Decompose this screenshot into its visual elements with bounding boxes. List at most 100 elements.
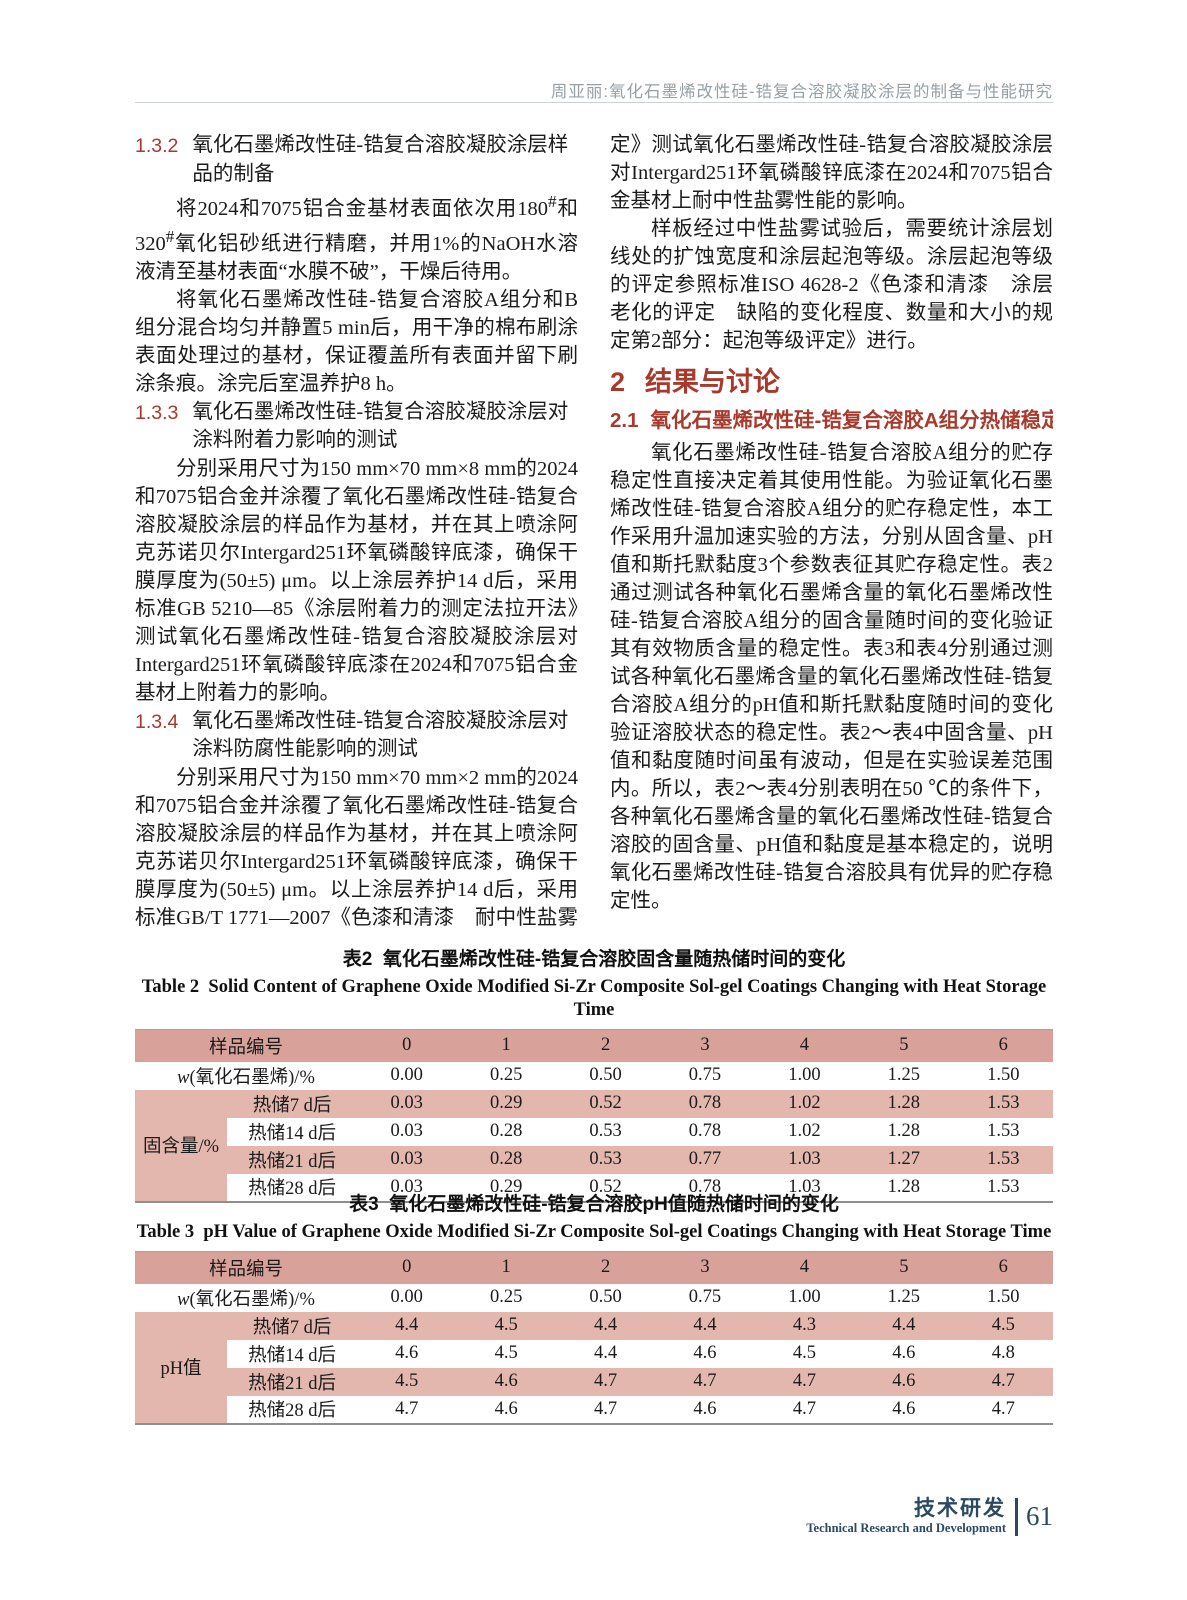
sample-number-label: 样品编号 [209, 1259, 284, 1280]
section-number: 2.1 [610, 409, 639, 432]
table-row: w(氧化石墨烯)/% 0.00 0.25 0.50 0.75 1.00 1.25 1.50 [135, 1283, 1053, 1312]
group-label: pH值 [135, 1311, 227, 1424]
storage-time-label: 热储14 d后 [248, 1123, 336, 1144]
go-content-value: 0.00 [390, 1065, 423, 1085]
sample-number-value: 1 [501, 1257, 511, 1278]
data-value: 4.4 [594, 1315, 618, 1335]
go-content-label: w(氧化石墨烯)/% [177, 1289, 315, 1310]
table-row: 热储14 d后 4.6 4.5 4.4 4.6 4.5 4.6 4.8 [135, 1339, 1053, 1368]
section-title: 氧化石墨烯改性硅-锆复合溶胶凝胶涂层对涂料防腐性能影响的测试 [192, 709, 569, 761]
section-number: 1.3.4 [135, 710, 179, 733]
data-value: 4.7 [594, 1371, 618, 1391]
data-value: 4.3 [792, 1315, 816, 1335]
sample-number-value: 4 [799, 1257, 810, 1278]
table-row: 热储28 d后 4.7 4.6 4.7 4.6 4.7 4.6 4.7 [135, 1395, 1053, 1424]
sample-number-value: 0 [402, 1257, 412, 1278]
paragraph: 分别采用尺寸为150 mm×70 mm×2 mm的2024和7075铝合金并涂覆… [135, 766, 578, 929]
data-value: 1.53 [987, 1121, 1020, 1141]
table-header-row: 样品编号 0 1 2 3 4 5 6 [135, 1029, 1053, 1062]
footer-divider [1015, 1497, 1018, 1536]
data-value: 4.6 [892, 1343, 916, 1363]
paragraph: 将2024和7075铝合金基材表面依次用180#和320#氧化铝砂纸进行精磨，并… [135, 192, 578, 283]
data-value: 4.4 [594, 1343, 618, 1363]
storage-time-label: 热储28 d后 [248, 1401, 336, 1421]
data-value: 1.03 [788, 1149, 821, 1169]
table-row: pH值 热储7 d后 4.4 4.5 4.4 4.4 4.3 4.4 4.5 [135, 1311, 1053, 1424]
section-title: 氧化石墨烯改性硅-锆复合溶胶凝胶涂层样品的制备 [192, 134, 569, 185]
data-value: 4.7 [991, 1398, 1015, 1419]
data-value: 4.6 [892, 1398, 916, 1419]
page-number: 61 [1026, 1501, 1053, 1531]
paragraph: 氧化石墨烯改性硅-锆复合溶胶A组分的贮存稳定性直接决定着其使用性能。为验证氧化石… [610, 442, 1053, 912]
sample-number-value: 3 [700, 1257, 710, 1278]
table-row: 热储21 d后 0.03 0.28 0.53 0.77 1.03 1.27 1.53 [135, 1145, 1053, 1174]
data-value: 0.03 [390, 1121, 423, 1141]
data-value: 0.52 [589, 1093, 622, 1113]
table-row: 热储28 d后 0.03 0.29 0.52 0.78 1.03 1.28 1.53 [135, 1173, 1053, 1202]
data-value: 1.53 [987, 1093, 1020, 1113]
go-content-value: 1.00 [788, 1065, 821, 1085]
data-value: 0.28 [489, 1149, 523, 1169]
go-content-value: 0.25 [489, 1065, 523, 1085]
page-footer: 技术研发 Technical Research and Development … [135, 1497, 1053, 1536]
data-value: 4.6 [892, 1371, 916, 1391]
data-value: 4.6 [693, 1343, 717, 1363]
data-value: 4.4 [395, 1315, 419, 1335]
data-value: 1.02 [788, 1121, 821, 1141]
data-value: 4.7 [693, 1371, 717, 1391]
go-content-value: 0.25 [489, 1287, 523, 1307]
go-content-value: 1.25 [887, 1065, 921, 1085]
data-value: 0.29 [489, 1093, 523, 1113]
right-column: 定》测试氧化石墨烯改性硅-锆复合溶胶凝胶涂层对Intergard251环氧磷酸锌… [610, 131, 1053, 931]
section-heading-21: 2.1 氧化石墨烯改性硅-锆复合溶胶A组分热储稳定性 [610, 407, 1053, 435]
data-value: 0.52 [589, 1176, 622, 1197]
data-value: 4.5 [991, 1315, 1015, 1335]
data-value: 4.7 [395, 1398, 419, 1419]
data-value: 0.77 [688, 1149, 722, 1169]
section-heading-132: 1.3.2 氧化石墨烯改性硅-锆复合溶胶凝胶涂层样品的制备 [135, 131, 578, 188]
data-value: 0.03 [390, 1176, 423, 1197]
data-value: 0.78 [688, 1176, 722, 1197]
section-title: 氧化石墨烯改性硅-锆复合溶胶A组分热储稳定性 [650, 409, 1054, 432]
data-value: 4.5 [494, 1343, 518, 1363]
go-content-value: 0.75 [688, 1287, 722, 1307]
data-value: 0.03 [390, 1149, 423, 1169]
section-title: 结果与讨论 [645, 367, 781, 397]
table3: 样品编号 0 1 2 3 4 5 6 w(氧化石墨烯)/% 0.00 0.25 0.50 0.75 1.0… [135, 1251, 1053, 1425]
header-rule [135, 102, 1053, 103]
data-value: 1.27 [887, 1149, 921, 1169]
go-content-value: 1.50 [987, 1287, 1020, 1307]
data-value: 1.02 [788, 1093, 821, 1113]
data-value: 1.28 [887, 1176, 921, 1197]
data-value: 0.03 [390, 1093, 423, 1113]
table-row: w(氧化石墨烯)/% 0.00 0.25 0.50 0.75 1.00 1.25 1.50 [135, 1061, 1053, 1090]
sample-number-value: 5 [899, 1257, 909, 1278]
sample-number-value: 2 [600, 1035, 611, 1056]
data-value: 4.7 [991, 1371, 1015, 1391]
table2-block: 表2 氧化石墨烯改性硅-锆复合溶胶固含量随热储时间的变化 Table 2 Sol… [135, 948, 1053, 1203]
data-value: 0.78 [688, 1093, 722, 1113]
storage-time-label: 热储7 d后 [252, 1095, 332, 1116]
data-value: 4.6 [693, 1398, 717, 1419]
section-heading-133: 1.3.3 氧化石墨烯改性硅-锆复合溶胶凝胶涂层对涂料附着力影响的测试 [135, 398, 578, 455]
data-value: 1.53 [987, 1176, 1020, 1197]
data-value: 0.28 [489, 1121, 523, 1141]
data-value: 0.53 [589, 1121, 622, 1141]
table3-caption-zh: 表3 氧化石墨烯改性硅-锆复合溶胶pH值随热储时间的变化 [349, 1194, 839, 1215]
table3-block: 表3 氧化石墨烯改性硅-锆复合溶胶pH值随热储时间的变化 Table 3 pH … [135, 1193, 1053, 1425]
go-content-value: 0.00 [390, 1287, 423, 1307]
storage-time-label: 热储14 d后 [248, 1345, 336, 1366]
data-value: 1.03 [788, 1176, 821, 1197]
table2-caption-zh: 表2 氧化石墨烯改性硅-锆复合溶胶固含量随热储时间的变化 [342, 949, 846, 970]
data-value: 4.6 [494, 1398, 518, 1419]
left-column: 1.3.2 氧化石墨烯改性硅-锆复合溶胶凝胶涂层样品的制备 将2024和7075… [135, 131, 578, 931]
sample-number-value: 4 [799, 1035, 810, 1056]
go-content-value: 0.50 [589, 1287, 622, 1307]
section-heading-134: 1.3.4 氧化石墨烯改性硅-锆复合溶胶凝胶涂层对涂料防腐性能影响的测试 [135, 707, 578, 764]
storage-time-label: 热储21 d后 [248, 1151, 336, 1172]
sample-number-value: 0 [402, 1035, 412, 1056]
data-value: 4.6 [395, 1343, 419, 1363]
go-content-value: 0.50 [589, 1065, 622, 1085]
data-value: 4.4 [892, 1315, 916, 1335]
